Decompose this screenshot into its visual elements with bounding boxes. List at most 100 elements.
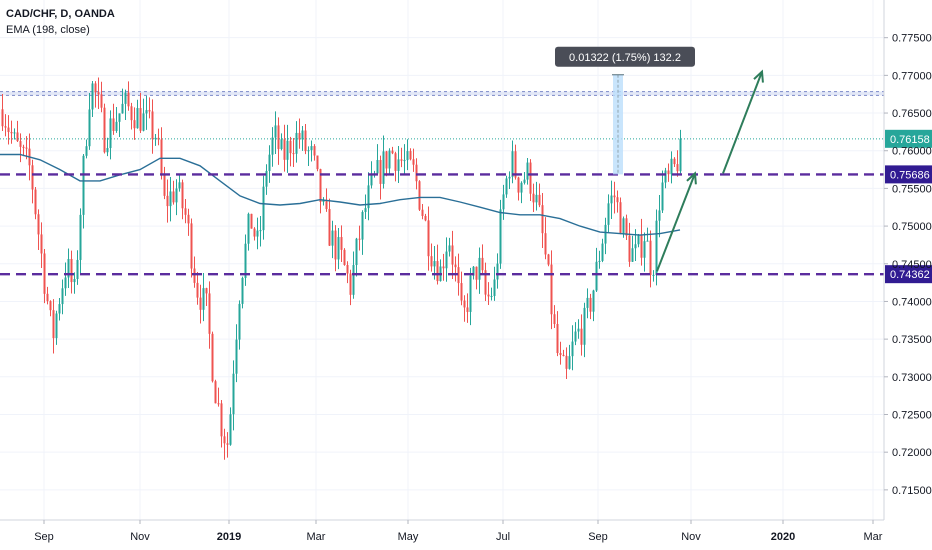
y-tick-label: 0.76000 [892,146,932,158]
candle-body [442,266,445,269]
candle-body [472,266,475,276]
candle-body [247,213,250,244]
candle-body [307,150,310,152]
candle-body [322,200,325,202]
x-tick-label: Mar [307,531,326,543]
candle-body [661,182,664,211]
candle-body [4,126,7,128]
candle-body [445,251,448,269]
candle-body [214,381,217,404]
candle-body [394,153,397,171]
candle-body [265,170,268,187]
candle-body [136,108,139,129]
price-axis[interactable]: 0.71500 0.72000 0.72500 0.73000 0.73500 0.740… [883,0,932,520]
candle-body [178,182,181,189]
y-tick-label: 0.75500 [892,183,932,195]
candle-body [376,160,379,174]
measure-box [613,74,623,175]
candle-body [559,353,562,355]
candle-body [313,146,316,156]
candle-body [541,205,544,234]
x-tick-label: Jul [496,531,510,543]
candle-body [415,164,418,182]
candle-body [100,94,103,108]
candle-body [166,195,169,207]
candle-body [187,214,190,224]
candle-body [52,310,55,339]
candle-body [256,230,259,237]
candle-body [673,158,676,165]
candle-body [637,235,640,245]
candle-body [601,243,604,261]
candle-body [343,249,346,265]
candle-body [667,170,670,175]
candle-body [160,139,163,174]
candle-body [253,228,256,237]
y-tick-label: 0.77500 [892,33,932,45]
candle-body [97,92,100,95]
candle-body [217,403,220,405]
candle-body [301,130,304,140]
y-tick-label: 0.75000 [892,221,932,233]
candle-body [145,110,148,114]
candle-body [106,148,109,153]
level-price-tag [885,265,932,284]
candle-body [511,151,514,177]
candle-body [592,290,595,312]
current-price-tag [885,129,932,148]
candle-body [475,266,478,280]
candle-body [502,194,505,210]
candle-body [586,297,589,308]
candle-body [625,218,628,236]
candle-body [361,211,364,240]
resistance-zone [0,91,884,96]
candle-body [622,218,625,234]
candle-body [157,137,160,140]
candle-body [130,106,133,121]
candle-body [64,277,67,289]
candle-body [613,195,616,198]
candle-body [79,214,82,260]
measure-tool[interactable]: 0.01322 (1.75%) 132.2 [555,46,695,175]
x-tick-label: Nov [130,531,150,543]
level-price-label: 0.74362 [890,269,930,281]
resistance-zone-fill [0,91,884,96]
horizontal-levels[interactable]: 0.75686 0.74362 0.76158 [0,129,932,284]
candle-body [310,146,313,151]
candle-body [82,155,85,215]
candle-body [73,279,76,283]
chart-legend: CAD/CHF, D, OANDA EMA (198, close) [6,6,115,38]
candle-body [397,159,400,171]
candle-body [88,109,91,147]
candle-body [400,159,403,161]
candle-body [517,177,520,193]
candle-body [175,188,178,203]
candle-body [406,151,409,161]
time-axis[interactable]: Sep Nov 2019 Mar May Jul Sep Nov 2020 Mar [0,519,884,543]
y-tick-label: 0.74000 [892,296,932,308]
y-tick-label: 0.73500 [892,334,932,346]
candle-body [409,151,412,160]
candle-body [367,185,370,209]
x-tick-label: 2019 [217,531,241,543]
candle-body [418,181,421,210]
candle-body [355,238,358,266]
candle-body [403,160,406,162]
candle-body [172,191,175,203]
candle-body [679,138,682,172]
projection-arrows[interactable] [656,69,764,272]
candle-body [547,254,550,265]
candle-body [499,209,502,264]
candle-body [670,158,673,175]
candle-body [463,300,466,308]
candle-body [529,162,532,194]
candle-body [94,83,97,93]
candle-body [280,139,283,150]
candle-body [241,277,244,304]
candle-body [607,203,610,225]
candle-body [520,182,523,193]
candle-body [565,355,568,369]
x-tick-label: 2020 [771,531,795,543]
y-tick-label: 0.74500 [892,259,932,271]
